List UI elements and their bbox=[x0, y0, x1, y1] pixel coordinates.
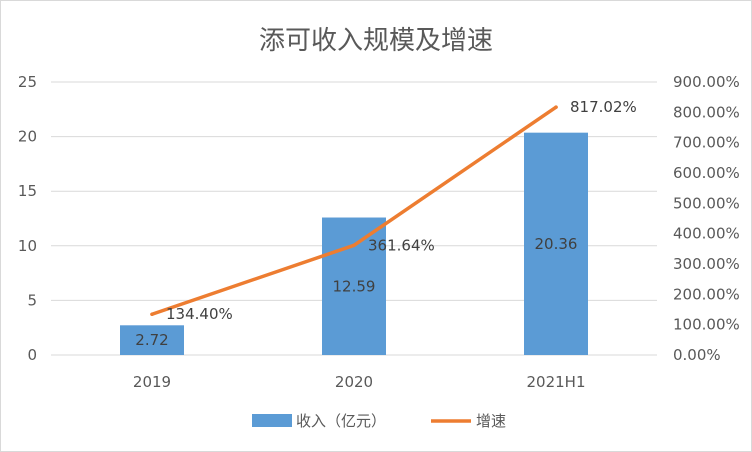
legend-swatch-revenue bbox=[252, 414, 292, 427]
left-axis-tick-label: 25 bbox=[18, 73, 37, 91]
right-axis-tick-label: 500.00% bbox=[673, 194, 740, 212]
right-axis-ticks: 0.00% 100.00% 200.00% 300.00% 400.00% 500.00%… bbox=[673, 73, 740, 364]
bar-data-label: 2.72 bbox=[135, 331, 168, 349]
line-layer: 134.40% 361.64% 817.02% bbox=[150, 98, 637, 323]
left-axis-tick-label: 5 bbox=[27, 291, 37, 309]
left-axis-tick-label: 10 bbox=[18, 237, 37, 255]
line-point bbox=[352, 243, 356, 248]
bar bbox=[322, 217, 386, 355]
bar bbox=[120, 325, 184, 355]
legend-label-revenue: 收入（亿元） bbox=[296, 412, 386, 430]
line-data-label: 361.64% bbox=[368, 236, 435, 254]
right-axis-tick-label: 200.00% bbox=[673, 285, 740, 303]
bar-data-label: 20.36 bbox=[535, 235, 578, 253]
bar-data-label: 12.59 bbox=[333, 277, 376, 295]
right-axis-tick-label: 0.00% bbox=[673, 346, 721, 364]
right-axis-tick-label: 700.00% bbox=[673, 134, 740, 152]
left-axis-ticks: 0 5 10 15 20 25 bbox=[18, 73, 37, 364]
category-tick-label: 2020 bbox=[335, 373, 373, 391]
right-axis-tick-label: 400.00% bbox=[673, 225, 740, 243]
right-axis-tick-label: 800.00% bbox=[673, 103, 740, 121]
category-tick-label: 2019 bbox=[133, 373, 171, 391]
category-axis-ticks: 2019 2020 2021H1 bbox=[133, 373, 586, 391]
line-point bbox=[554, 105, 558, 109]
line-data-label: 817.02% bbox=[570, 98, 637, 116]
right-axis-tick-label: 300.00% bbox=[673, 255, 740, 273]
left-axis-tick-label: 15 bbox=[18, 182, 37, 200]
bars-layer: 2.72 12.59 20.36 bbox=[120, 132, 588, 355]
left-axis-tick-label: 0 bbox=[27, 346, 37, 364]
legend: 收入（亿元） 增速 bbox=[252, 412, 506, 430]
right-axis-tick-label: 600.00% bbox=[673, 164, 740, 182]
right-axis-tick-label: 100.00% bbox=[673, 316, 740, 334]
chart-title: 添可收入规模及增速 bbox=[259, 26, 493, 56]
bar bbox=[524, 132, 588, 355]
legend-label-growth: 增速 bbox=[476, 412, 506, 430]
left-axis-tick-label: 20 bbox=[18, 128, 37, 146]
line-point bbox=[150, 312, 154, 316]
category-tick-label: 2021H1 bbox=[527, 373, 586, 391]
right-axis-tick-label: 900.00% bbox=[673, 73, 740, 91]
line-data-label: 134.40% bbox=[166, 305, 233, 323]
